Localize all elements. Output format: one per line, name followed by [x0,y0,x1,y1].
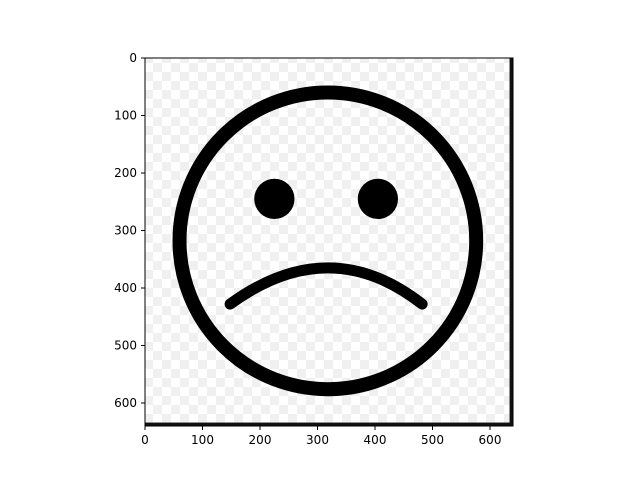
right-edge-band [509,58,513,426]
frown-mouth-icon [224,262,428,310]
x-tick-label: 400 [364,433,387,447]
y-tick-label: 300 [114,224,137,238]
bottom-edge-band [145,422,513,426]
image-layer [145,58,513,426]
y-tick-label: 100 [114,109,137,123]
y-tick-label: 200 [114,166,137,180]
axes: 0 100 200 300 400 500 600 0 100 200 300 400 500 600 [114,51,514,447]
x-tick-label: 100 [191,433,214,447]
y-tick-label: 400 [114,281,137,295]
left-eye-icon [254,178,295,219]
x-tick-label: 600 [479,433,502,447]
y-tick-label: 600 [114,396,137,410]
x-tick-label: 300 [306,433,329,447]
x-tick-label: 0 [141,433,149,447]
x-tick-label: 500 [421,433,444,447]
face-outline-icon [172,85,484,397]
y-tick-label: 0 [129,51,137,65]
plot-area [145,58,513,426]
x-tick-label: 200 [249,433,272,447]
y-tick-label: 500 [114,339,137,353]
checker-background [145,58,513,426]
right-eye-icon [357,178,398,219]
axes-frame [144,57,514,427]
